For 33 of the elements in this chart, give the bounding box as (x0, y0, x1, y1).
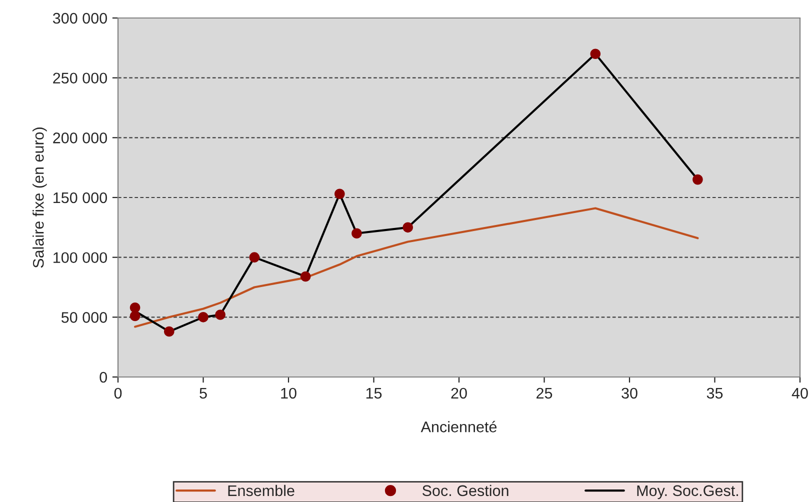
point (334, 188, 345, 200)
x-tick-label: 30 (622, 388, 638, 399)
line-series (134, 207, 699, 328)
y-tick-label: 100 000 (54, 252, 107, 264)
legend-label: Ensemble (228, 484, 294, 496)
legend-label: Soc. Gestion (422, 484, 508, 496)
x-tick-label: 10 (281, 388, 296, 399)
y-tick-label: 300 000 (52, 12, 107, 24)
point (352, 228, 362, 239)
x-tick-label: 40 (792, 388, 808, 399)
x-tick-label: 20 (451, 388, 467, 399)
point (402, 222, 413, 233)
point (692, 174, 703, 185)
x-tick-label: 5 (200, 388, 207, 399)
y-tick-label: 50 000 (61, 312, 107, 323)
y-axis-title: Salaire fixe (en euro) (32, 128, 47, 268)
point (164, 326, 174, 337)
point (215, 310, 226, 320)
x-tick-label: 0 (114, 388, 122, 399)
y-tick-label: 200 000 (53, 132, 107, 144)
y-tick-label: 0 (100, 372, 107, 383)
point (590, 48, 601, 60)
x-tick-label: 25 (536, 388, 552, 399)
y-tick-label: 250 000 (53, 72, 107, 84)
x-tick-label: 15 (366, 388, 382, 399)
x-axis-title: Ancienneté (420, 420, 497, 432)
x-tick-label: 35 (706, 388, 723, 399)
point (198, 312, 208, 322)
point (249, 252, 260, 262)
y-tick-label: 150 000 (54, 192, 107, 204)
point (300, 271, 311, 282)
legend-label: Moy. Soc.Gest. (637, 485, 738, 500)
point (130, 310, 140, 322)
